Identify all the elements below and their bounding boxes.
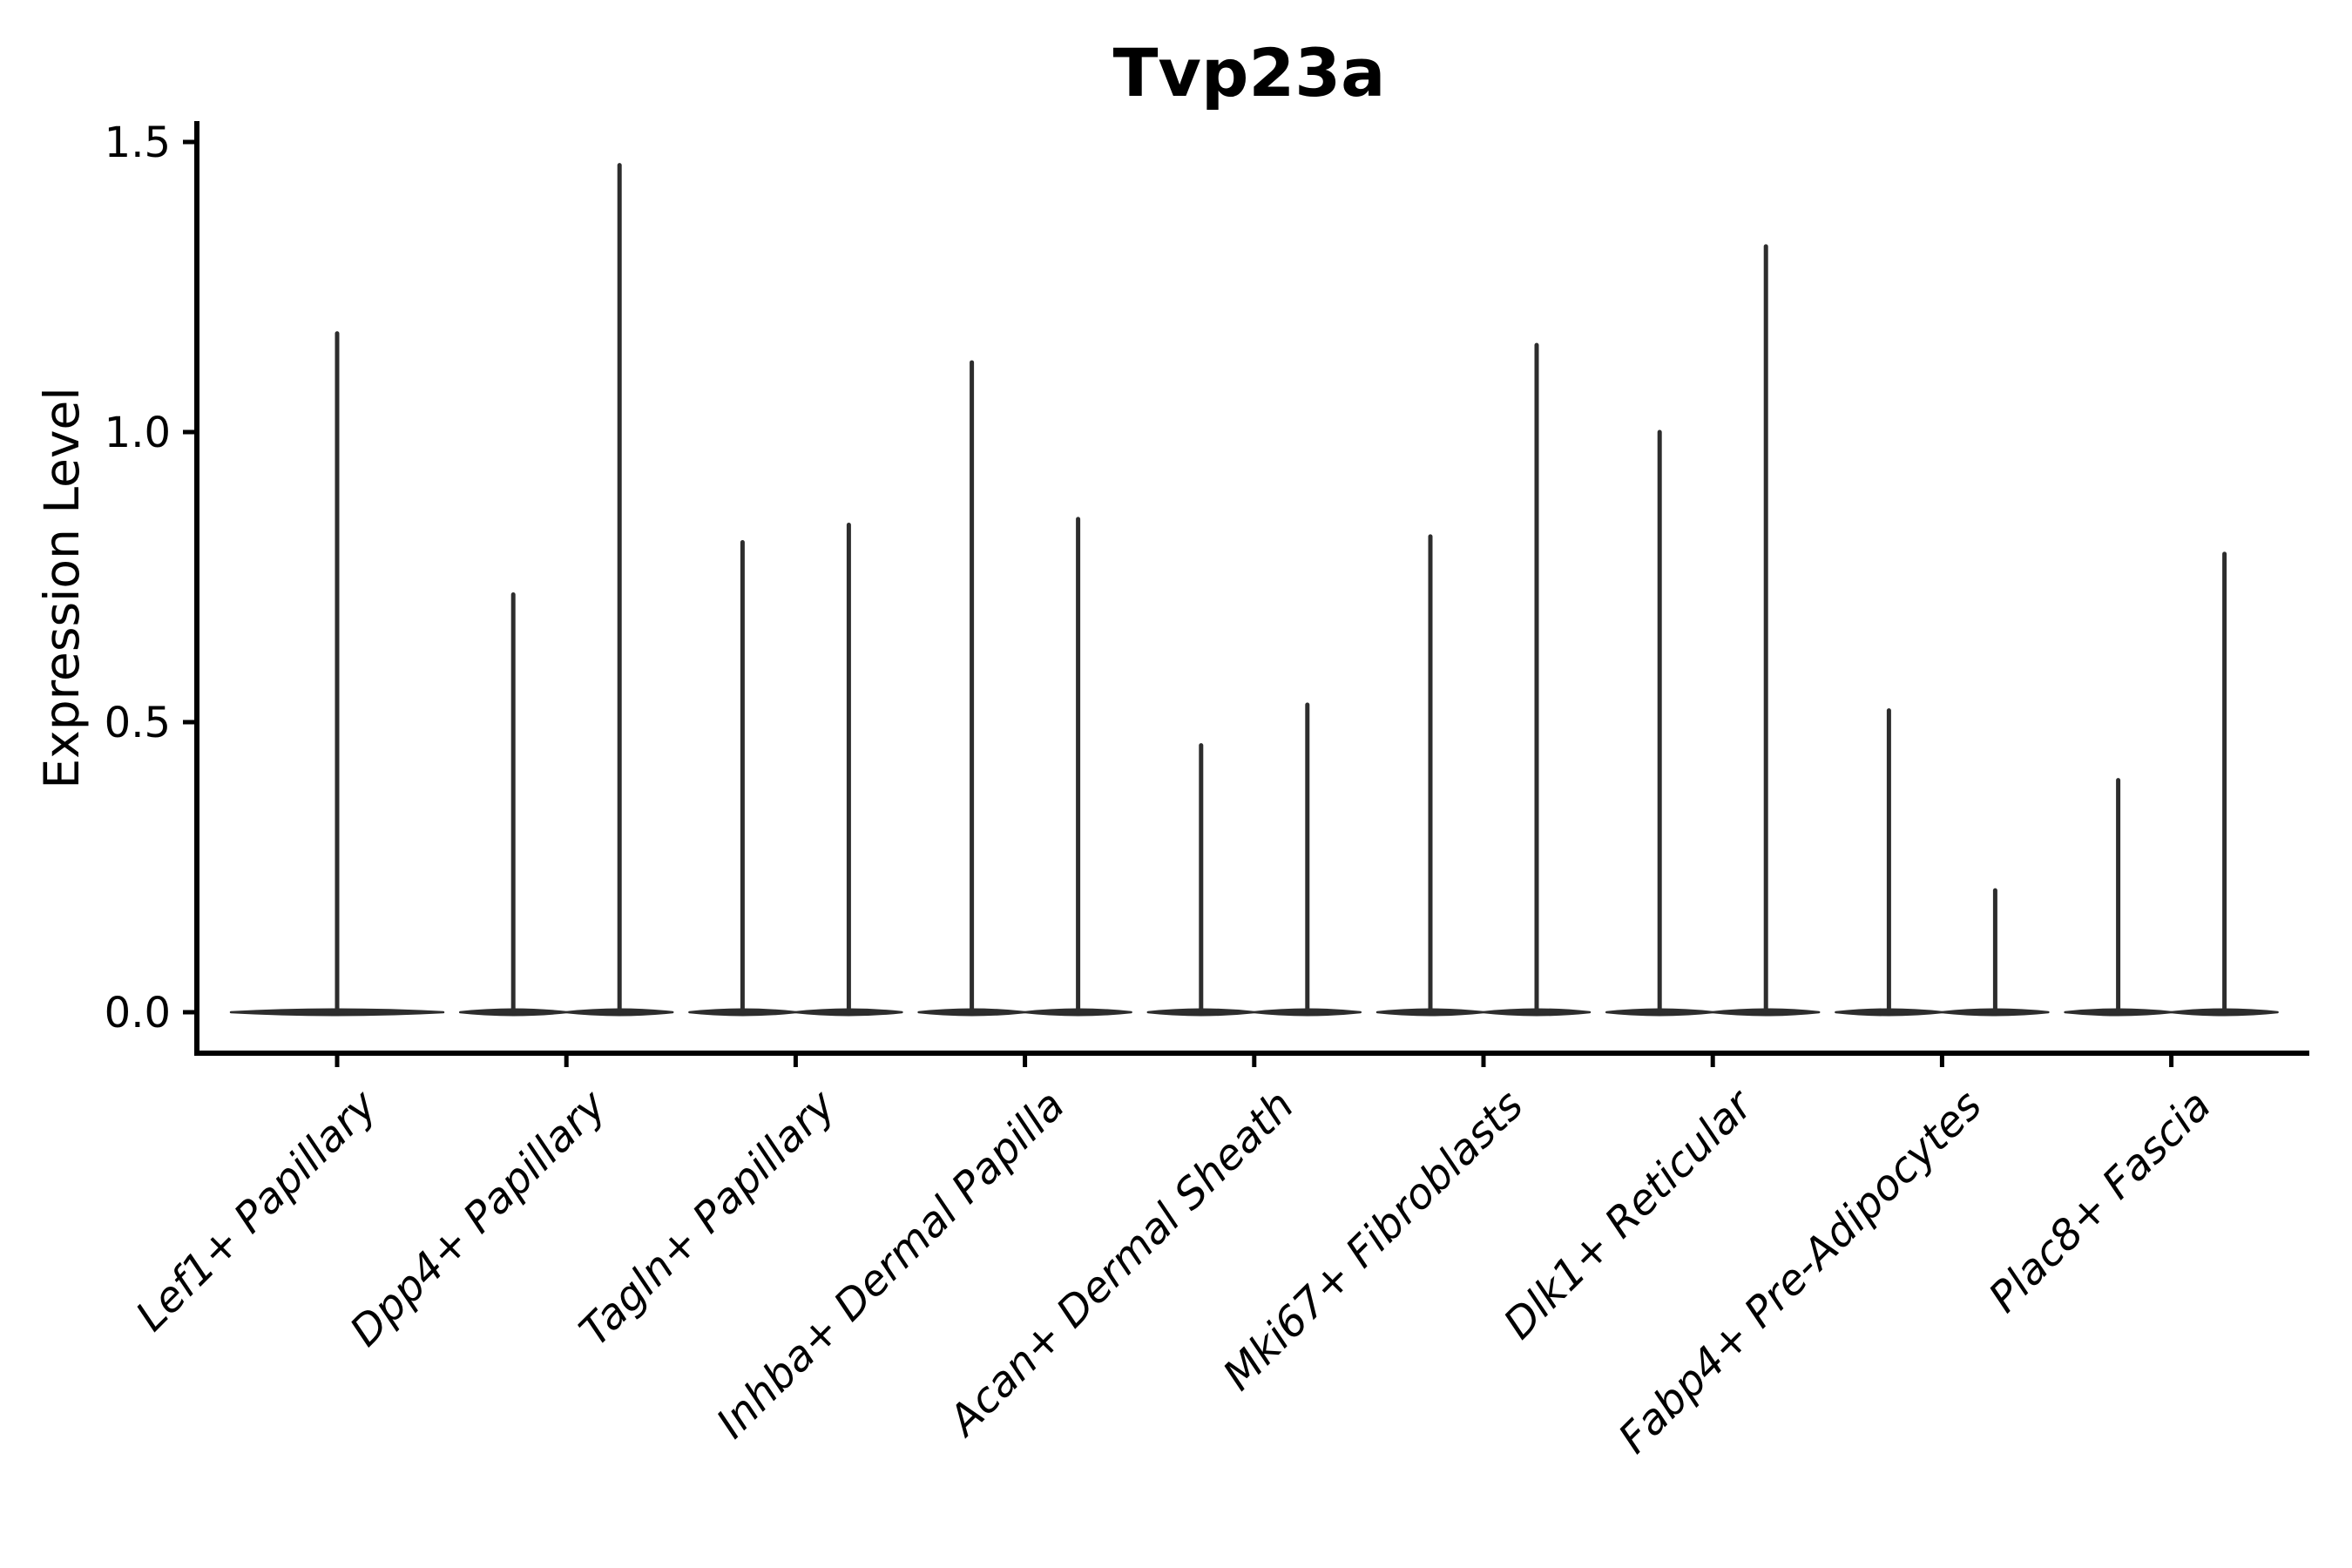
- violin: [1482, 342, 1592, 1017]
- x-tick-label: Tagln+ Papillary: [571, 1080, 846, 1355]
- y-tick-label: 0.5: [105, 699, 171, 747]
- violin: [688, 540, 797, 1017]
- violin: [794, 523, 903, 1017]
- y-tick-label: 0.0: [105, 989, 171, 1037]
- x-tick-label: Dlk1+ Reticular: [1494, 1079, 1764, 1349]
- y-tick-label: 1.0: [105, 409, 171, 457]
- violin: [1711, 244, 1821, 1017]
- violins-layer: [229, 163, 2279, 1017]
- violin: [229, 331, 445, 1017]
- x-tick-label: Fabp4+ Pre-Adipocytes: [1609, 1081, 1991, 1463]
- violin: [564, 163, 674, 1017]
- violin: [1024, 517, 1132, 1017]
- violin: [1146, 743, 1256, 1017]
- violin: [1253, 702, 1362, 1017]
- x-tick-label: Lef1+ Papillary: [126, 1080, 387, 1341]
- violin: [2064, 778, 2173, 1017]
- violin: [917, 360, 1026, 1017]
- violin: [1375, 534, 1485, 1017]
- violin: [1941, 888, 2050, 1017]
- violin: [2170, 551, 2279, 1017]
- violin: [458, 591, 568, 1017]
- y-axis-label: Expression Level: [34, 387, 90, 788]
- violin: [1605, 429, 1714, 1017]
- y-tick-label: 1.5: [105, 118, 171, 167]
- x-tick-label: Dpp4+ Papillary: [341, 1080, 616, 1355]
- violin: [1835, 708, 1943, 1017]
- x-tick-label: Plac8+ Fascia: [1979, 1081, 2220, 1322]
- y-axis-ticks: 0.0 0.5 1.0 1.5: [105, 118, 197, 1037]
- chart-title: Tvp23a: [1113, 34, 1386, 112]
